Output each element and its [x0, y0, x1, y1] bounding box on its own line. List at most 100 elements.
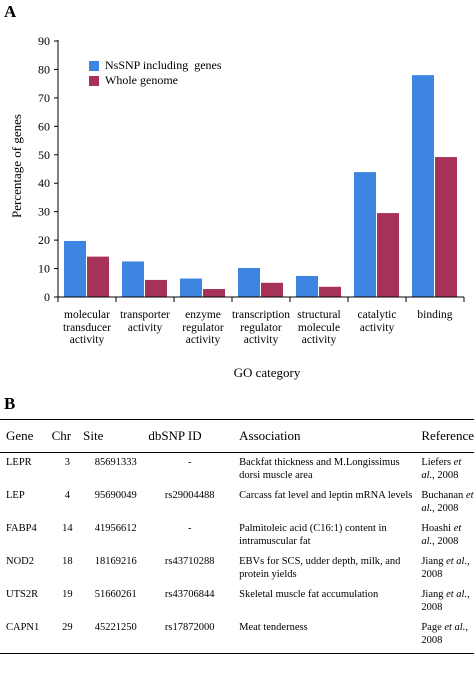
legend-label-series-1: NsSNP including genes [105, 58, 222, 72]
reference-etal: et al. [441, 622, 466, 633]
cell-chr: 19 [62, 589, 73, 600]
category-label-line: regulator [240, 321, 282, 334]
category-label-line: binding [417, 309, 453, 321]
cell-reference: Liefers et al., 2008 [415, 453, 474, 487]
table-header-row: Gene Chr Site dbSNP ID Association Refer… [0, 419, 474, 453]
category-label-7: binding [400, 309, 470, 322]
table-row: CAPN1 29 45221250 rs17872000 Meat tenderness… [0, 618, 474, 654]
cell-dbsnp: rs29004488 [164, 490, 215, 501]
cell-site: 41956612 [94, 523, 137, 534]
bar-series-1-1 [64, 240, 86, 297]
cell-chr: 29 [51, 618, 84, 654]
category-label-line: activity [243, 334, 279, 346]
bar-series-2-1 [87, 256, 109, 297]
category-label-5: structural molecule activity [284, 309, 354, 347]
category-label-6: catalytic activity [342, 309, 412, 334]
reference-author: Page [421, 622, 442, 633]
y-tick-label-10: 10 [38, 262, 50, 276]
table-row: LEPR 3 85691333 - Backfat thickness and M.Lo… [0, 453, 474, 487]
cell-site: 95690049 [94, 490, 137, 501]
reference-author: Liefers [421, 457, 452, 468]
y-tick-label-50: 50 [38, 148, 50, 162]
category-label-line: molecule [297, 321, 341, 334]
header-site: Site [83, 419, 149, 453]
table-row: FABP4 14 41956612 - Palmitoleic acid (C16:1)… [0, 519, 474, 552]
bar-series-2-3 [203, 289, 225, 297]
header-association: Association [231, 419, 416, 453]
bar-series-2-5 [319, 286, 341, 297]
y-tick-label-70: 70 [38, 91, 50, 105]
cell-gene: LEPR [6, 457, 32, 468]
y-tick-label-20: 20 [38, 233, 50, 247]
category-label-line: activity [69, 334, 105, 346]
y-tick-label-90: 90 [38, 34, 50, 48]
header-gene: Gene [0, 419, 52, 453]
bar-series-1-6 [354, 172, 376, 297]
header-dbsnp: dbSNP ID [148, 419, 232, 453]
cell-dbsnp: - [187, 523, 192, 534]
reference-author: Hoashi [421, 523, 452, 534]
y-tick-label-0: 0 [44, 290, 50, 304]
table-row: NOD2 18 18169216 rs43710288 EBVs for SCS, ud… [0, 552, 474, 585]
cell-gene: FABP4 [6, 523, 37, 534]
table-row: UTS2R 19 51660261 rs43706844 Skeletal muscle… [0, 585, 474, 618]
y-tick-label-80: 80 [38, 62, 50, 76]
panel-b-label: B [4, 394, 16, 413]
bar-chart: 0 10 20 30 40 50 60 70 80 90 [38, 34, 465, 304]
reference-author: Jiang [421, 556, 444, 567]
legend-item-series-1: NsSNP including genes [89, 58, 222, 73]
category-label-line: structural [297, 309, 341, 321]
bar-series-2-4 [261, 282, 283, 297]
bar-series-1-4 [238, 267, 260, 297]
bar-series-2-2 [145, 279, 167, 297]
cell-association: EBVs for SCS, udder depth, milk, and pro… [239, 556, 401, 580]
reference-tail: , 2008 [432, 502, 459, 514]
cell-site: 51660261 [94, 589, 137, 600]
reference-author: Jiang [421, 589, 444, 600]
reference-etal: et al. [421, 490, 474, 514]
category-label-line: activity [185, 334, 221, 346]
category-label-2: transporter activity [110, 309, 180, 334]
reference-tail: , 2008 [432, 469, 459, 481]
y-tick-label-40: 40 [38, 176, 50, 190]
x-axis-label: GO category [233, 365, 301, 380]
y-tick-label-30: 30 [38, 205, 50, 219]
cell-dbsnp: rs43710288 [164, 556, 215, 567]
cell-reference: Hoashi et al., 2008 [415, 519, 474, 552]
category-label-line: transporter [120, 309, 170, 321]
category-label-line: catalytic [357, 309, 397, 321]
cell-dbsnp: rs17872000 [148, 618, 232, 654]
category-label-line: transducer [63, 321, 111, 334]
legend-swatch-series-2 [89, 75, 99, 86]
reference-tail: , 2008 [432, 535, 459, 547]
category-label-line: enzyme [185, 309, 221, 321]
bar-series-1-5 [296, 275, 318, 297]
category-label-3: enzyme regulator activity [168, 309, 238, 347]
cell-association: Meat tenderness [231, 618, 416, 654]
category-label-line: transcription [231, 309, 291, 321]
category-label-line: regulator [182, 321, 224, 334]
reference-etal: et al. [421, 523, 464, 547]
cell-association: Skeletal muscle fat accumulation [239, 589, 379, 600]
legend-swatch-series-1 [89, 60, 99, 71]
legend-label-series-2: Whole genome [105, 73, 178, 87]
header-chr: Chr [51, 419, 84, 453]
bar-series-2-7 [435, 157, 457, 297]
reference-etal: et al. [443, 556, 468, 567]
cell-chr: 4 [64, 490, 70, 501]
cell-gene: LEP [6, 490, 25, 501]
chart-legend: NsSNP including genes Whole genome [89, 58, 222, 88]
category-label-1: molecular transducer activity [52, 309, 122, 347]
cell-gene: UTS2R [6, 589, 39, 600]
cell-reference: Page et al., 2008 [415, 618, 474, 654]
panel-a-label: A [4, 2, 17, 21]
cell-gene: NOD2 [6, 556, 34, 567]
bar-series-1-7 [412, 75, 434, 297]
cell-association: Palmitoleic acid (C16:1) content in intr… [239, 523, 387, 547]
cell-association: Carcass fat level and leptin mRNA levels [239, 490, 413, 501]
reference-tail: , 2008 [421, 556, 473, 580]
reference-etal: et al. [443, 589, 468, 600]
reference-author: Buchanan [421, 490, 464, 501]
category-label-line: activity [127, 321, 163, 334]
reference-etal: et al. [421, 457, 464, 481]
